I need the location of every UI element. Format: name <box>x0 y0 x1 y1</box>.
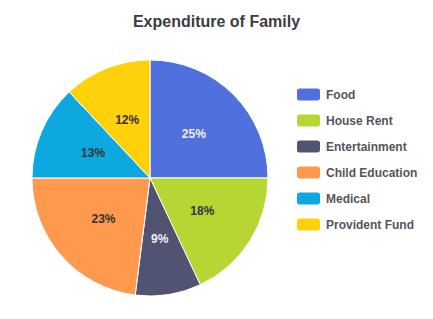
svg-text:25%: 25% <box>182 127 206 141</box>
svg-text:Child Education: Child Education <box>326 166 417 180</box>
svg-text:13%: 13% <box>81 146 105 160</box>
svg-text:House Rent: House Rent <box>326 114 393 128</box>
svg-text:18%: 18% <box>190 204 214 218</box>
svg-text:9%: 9% <box>151 232 169 246</box>
svg-text:Entertainment: Entertainment <box>326 140 407 154</box>
svg-text:23%: 23% <box>91 212 115 226</box>
svg-text:Provident Fund: Provident Fund <box>326 218 414 232</box>
svg-text:12%: 12% <box>115 113 139 127</box>
svg-text:Medical: Medical <box>326 192 370 206</box>
svg-text:Expenditure of Family: Expenditure of Family <box>133 13 300 30</box>
svg-text:Food: Food <box>326 88 355 102</box>
